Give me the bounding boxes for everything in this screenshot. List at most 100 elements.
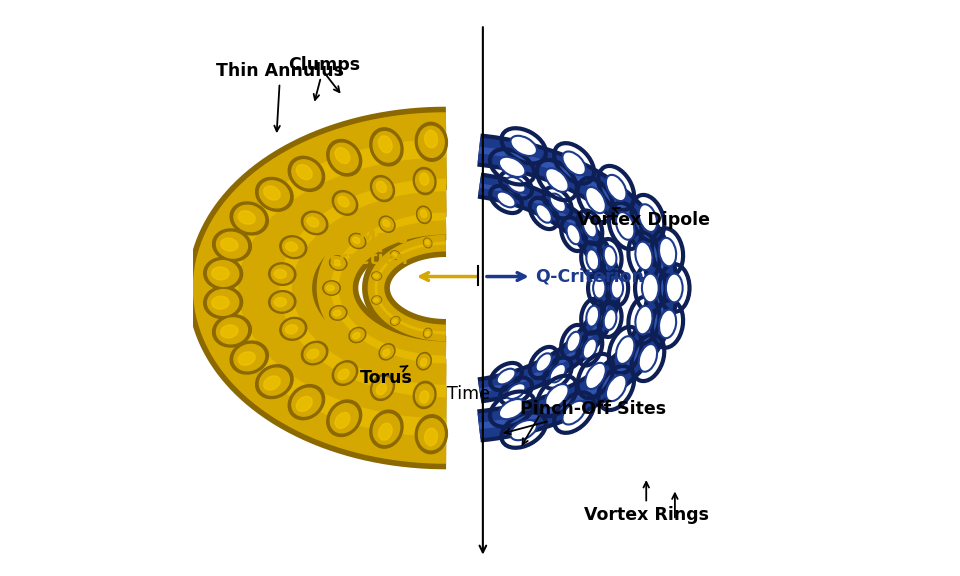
Ellipse shape: [238, 352, 255, 365]
Ellipse shape: [373, 298, 378, 302]
Ellipse shape: [238, 211, 255, 224]
Ellipse shape: [425, 332, 429, 336]
Ellipse shape: [545, 384, 568, 408]
Ellipse shape: [230, 341, 269, 374]
Ellipse shape: [423, 328, 432, 338]
Ellipse shape: [288, 156, 324, 191]
Ellipse shape: [536, 353, 552, 372]
Ellipse shape: [350, 329, 364, 341]
Ellipse shape: [511, 420, 537, 440]
Ellipse shape: [636, 242, 653, 270]
Ellipse shape: [285, 242, 298, 251]
Ellipse shape: [616, 212, 635, 240]
Ellipse shape: [507, 383, 525, 399]
Ellipse shape: [330, 143, 358, 172]
Ellipse shape: [418, 354, 430, 368]
Ellipse shape: [376, 384, 387, 395]
Ellipse shape: [307, 349, 319, 359]
Ellipse shape: [496, 369, 516, 384]
Ellipse shape: [587, 249, 599, 270]
Text: Clumps: Clumps: [288, 56, 360, 100]
Ellipse shape: [288, 385, 324, 420]
Ellipse shape: [420, 210, 426, 218]
Ellipse shape: [611, 278, 623, 298]
Ellipse shape: [381, 218, 394, 230]
Text: Time: Time: [447, 385, 490, 403]
Ellipse shape: [332, 361, 358, 385]
Ellipse shape: [259, 181, 289, 208]
Ellipse shape: [207, 290, 239, 315]
Ellipse shape: [333, 260, 341, 266]
Ellipse shape: [418, 208, 430, 222]
Ellipse shape: [391, 251, 400, 259]
Ellipse shape: [424, 130, 438, 148]
Ellipse shape: [307, 217, 319, 227]
Ellipse shape: [269, 263, 296, 285]
Ellipse shape: [371, 374, 395, 400]
Ellipse shape: [207, 261, 239, 286]
Ellipse shape: [326, 285, 334, 291]
Ellipse shape: [507, 177, 525, 193]
Ellipse shape: [606, 175, 627, 201]
Ellipse shape: [550, 364, 565, 382]
Ellipse shape: [348, 233, 366, 249]
Ellipse shape: [586, 363, 606, 389]
Ellipse shape: [352, 332, 360, 339]
Ellipse shape: [211, 296, 229, 309]
Ellipse shape: [372, 296, 381, 304]
Ellipse shape: [378, 136, 393, 153]
Ellipse shape: [642, 274, 659, 302]
Ellipse shape: [666, 274, 683, 302]
Ellipse shape: [414, 381, 436, 408]
Ellipse shape: [282, 320, 304, 338]
Ellipse shape: [587, 306, 599, 327]
Ellipse shape: [326, 139, 362, 176]
Ellipse shape: [269, 291, 296, 313]
Ellipse shape: [638, 204, 657, 232]
Ellipse shape: [301, 342, 328, 365]
Ellipse shape: [391, 317, 400, 325]
Ellipse shape: [616, 336, 635, 364]
Ellipse shape: [372, 297, 380, 303]
Ellipse shape: [297, 165, 312, 180]
Ellipse shape: [563, 151, 586, 175]
Ellipse shape: [221, 238, 238, 251]
Ellipse shape: [335, 363, 355, 383]
Ellipse shape: [264, 186, 280, 200]
Ellipse shape: [211, 267, 229, 280]
Ellipse shape: [414, 168, 436, 195]
Ellipse shape: [204, 286, 243, 319]
Ellipse shape: [279, 317, 307, 340]
Ellipse shape: [583, 217, 597, 237]
Ellipse shape: [330, 404, 358, 433]
Ellipse shape: [259, 368, 289, 395]
Text: Q-Criterion: Q-Criterion: [536, 267, 644, 286]
Ellipse shape: [659, 310, 676, 338]
Ellipse shape: [566, 224, 581, 244]
Ellipse shape: [372, 178, 392, 199]
Ellipse shape: [335, 147, 350, 164]
Ellipse shape: [424, 329, 431, 337]
Ellipse shape: [216, 232, 248, 258]
Ellipse shape: [275, 298, 286, 306]
Ellipse shape: [370, 410, 403, 448]
Ellipse shape: [392, 252, 399, 259]
Ellipse shape: [372, 273, 380, 279]
Ellipse shape: [593, 278, 606, 298]
Ellipse shape: [230, 202, 269, 235]
Ellipse shape: [416, 122, 447, 161]
Ellipse shape: [255, 365, 293, 399]
Ellipse shape: [304, 344, 325, 362]
Ellipse shape: [604, 246, 616, 267]
Text: Mass
Fraction: Mass Fraction: [328, 229, 408, 268]
Ellipse shape: [416, 384, 434, 406]
Ellipse shape: [304, 214, 325, 232]
Text: Pinch-Off Sites: Pinch-Off Sites: [505, 400, 666, 434]
Ellipse shape: [496, 192, 516, 207]
Ellipse shape: [264, 376, 280, 390]
Text: Torus: Torus: [360, 366, 413, 386]
Ellipse shape: [285, 325, 298, 334]
Ellipse shape: [416, 170, 434, 192]
Ellipse shape: [420, 173, 429, 185]
Ellipse shape: [221, 325, 238, 338]
